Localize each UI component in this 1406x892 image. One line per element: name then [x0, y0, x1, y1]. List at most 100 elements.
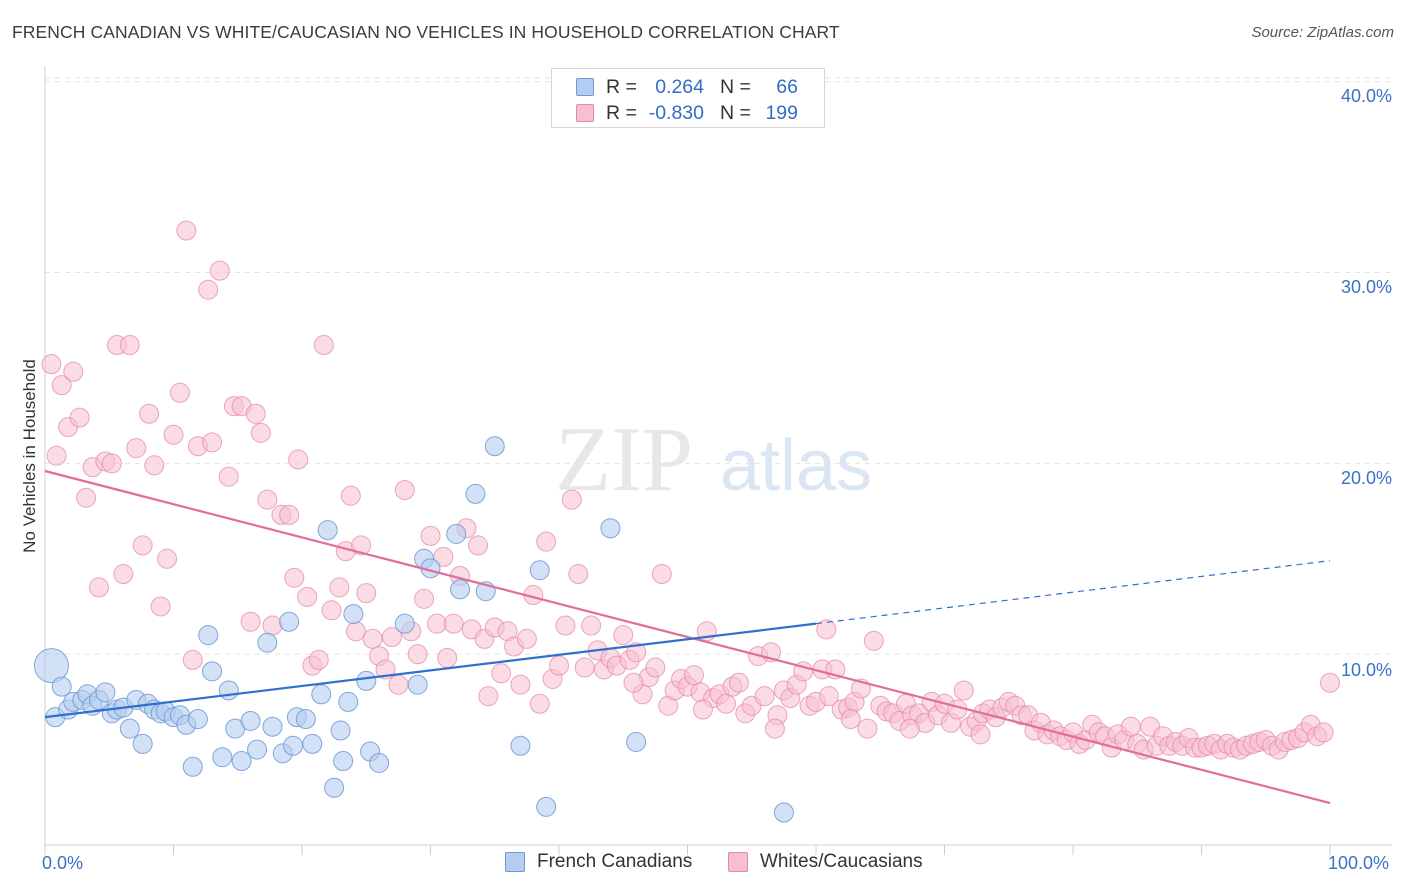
- n-label: N =: [720, 75, 751, 98]
- point-white: [516, 628, 537, 649]
- point-white: [321, 600, 342, 621]
- point-french: [536, 796, 557, 817]
- point-white: [716, 693, 737, 714]
- point-white: [388, 674, 409, 695]
- chart-title: FRENCH CANADIAN VS WHITE/CAUCASIAN NO VE…: [12, 22, 840, 42]
- point-white: [692, 699, 713, 720]
- point-white: [549, 655, 569, 676]
- point-white: [510, 674, 531, 695]
- series-legend: French Canadians Whites/Caucasians: [0, 851, 1406, 877]
- point-french: [295, 709, 316, 730]
- point-white: [414, 588, 435, 609]
- y-tick-30: 30.0%: [1340, 277, 1392, 297]
- point-white: [132, 535, 153, 556]
- point-french: [446, 523, 467, 544]
- point-white: [651, 564, 672, 585]
- point-white: [536, 531, 557, 552]
- point-white: [76, 487, 97, 508]
- point-white: [340, 485, 361, 506]
- point-french: [257, 632, 278, 653]
- point-french: [283, 735, 304, 756]
- y-axis-label: No Vehicles in Household: [20, 359, 39, 553]
- point-french: [262, 716, 283, 737]
- point-french: [600, 518, 621, 539]
- point-white: [574, 657, 595, 678]
- point-french: [119, 718, 140, 739]
- r-value: 0.264: [655, 75, 704, 98]
- point-white: [645, 657, 666, 678]
- point-white: [728, 672, 749, 693]
- point-white: [157, 548, 178, 569]
- point-white: [150, 596, 171, 617]
- point-white: [764, 718, 785, 739]
- point-white: [863, 630, 884, 651]
- point-white: [218, 466, 239, 487]
- point-white: [970, 724, 991, 745]
- point-white: [816, 619, 837, 640]
- french-swatch: [576, 78, 594, 96]
- point-white: [857, 718, 878, 739]
- point-white: [41, 354, 62, 375]
- point-white: [561, 489, 582, 510]
- point-white: [626, 642, 647, 663]
- point-white: [351, 535, 372, 556]
- point-white: [362, 628, 383, 649]
- point-white: [555, 615, 576, 636]
- y-tick-40: 40.0%: [1340, 86, 1392, 106]
- point-white: [308, 649, 329, 670]
- point-white: [623, 672, 644, 693]
- point-white: [63, 361, 84, 382]
- point-white: [443, 613, 464, 634]
- legend-item-white[interactable]: Whites/Caucasians: [728, 851, 923, 873]
- point-french: [407, 674, 428, 695]
- point-white: [279, 504, 300, 525]
- stats-legend: R = 0.264 N = 66 R = -0.830 N = 199: [551, 68, 825, 128]
- trend-white: [44, 469, 1331, 805]
- point-white: [288, 449, 309, 470]
- point-french: [343, 604, 364, 625]
- point-french: [132, 733, 153, 754]
- point-white: [69, 407, 90, 428]
- point-white: [468, 535, 489, 556]
- point-french: [231, 751, 252, 772]
- point-french: [33, 648, 69, 684]
- point-french: [218, 680, 239, 701]
- source-note: Source: ZipAtlas.com: [1251, 24, 1394, 41]
- point-white: [262, 615, 283, 636]
- point-french: [212, 747, 233, 768]
- point-white: [313, 335, 334, 356]
- point-white: [840, 709, 861, 730]
- point-white: [1313, 722, 1334, 743]
- point-white: [163, 424, 184, 445]
- n-value: 66: [776, 75, 798, 98]
- point-white: [329, 577, 350, 598]
- point-french: [529, 560, 550, 581]
- point-french: [333, 751, 354, 772]
- point-white: [426, 613, 447, 634]
- point-white: [437, 648, 458, 668]
- y-tick-10: 10.0%: [1340, 660, 1392, 680]
- point-white: [144, 455, 165, 476]
- point-white: [139, 403, 160, 424]
- point-french: [311, 684, 332, 705]
- point-french: [773, 802, 794, 823]
- legend-label: Whites/Caucasians: [760, 851, 923, 872]
- point-french: [51, 676, 72, 697]
- point-white: [613, 625, 634, 646]
- point-white: [491, 663, 512, 684]
- r-label: R =: [606, 101, 637, 124]
- legend-item-french[interactable]: French Canadians: [505, 851, 692, 873]
- point-white: [1320, 672, 1340, 693]
- point-french: [338, 691, 359, 712]
- point-white: [297, 586, 318, 607]
- point-french: [450, 579, 471, 600]
- point-white: [568, 564, 589, 585]
- point-white: [182, 649, 203, 670]
- point-white: [581, 615, 602, 636]
- point-french: [202, 661, 223, 682]
- point-white: [209, 260, 230, 281]
- point-white: [381, 627, 402, 648]
- n-label: N =: [720, 101, 751, 124]
- point-french: [240, 710, 261, 731]
